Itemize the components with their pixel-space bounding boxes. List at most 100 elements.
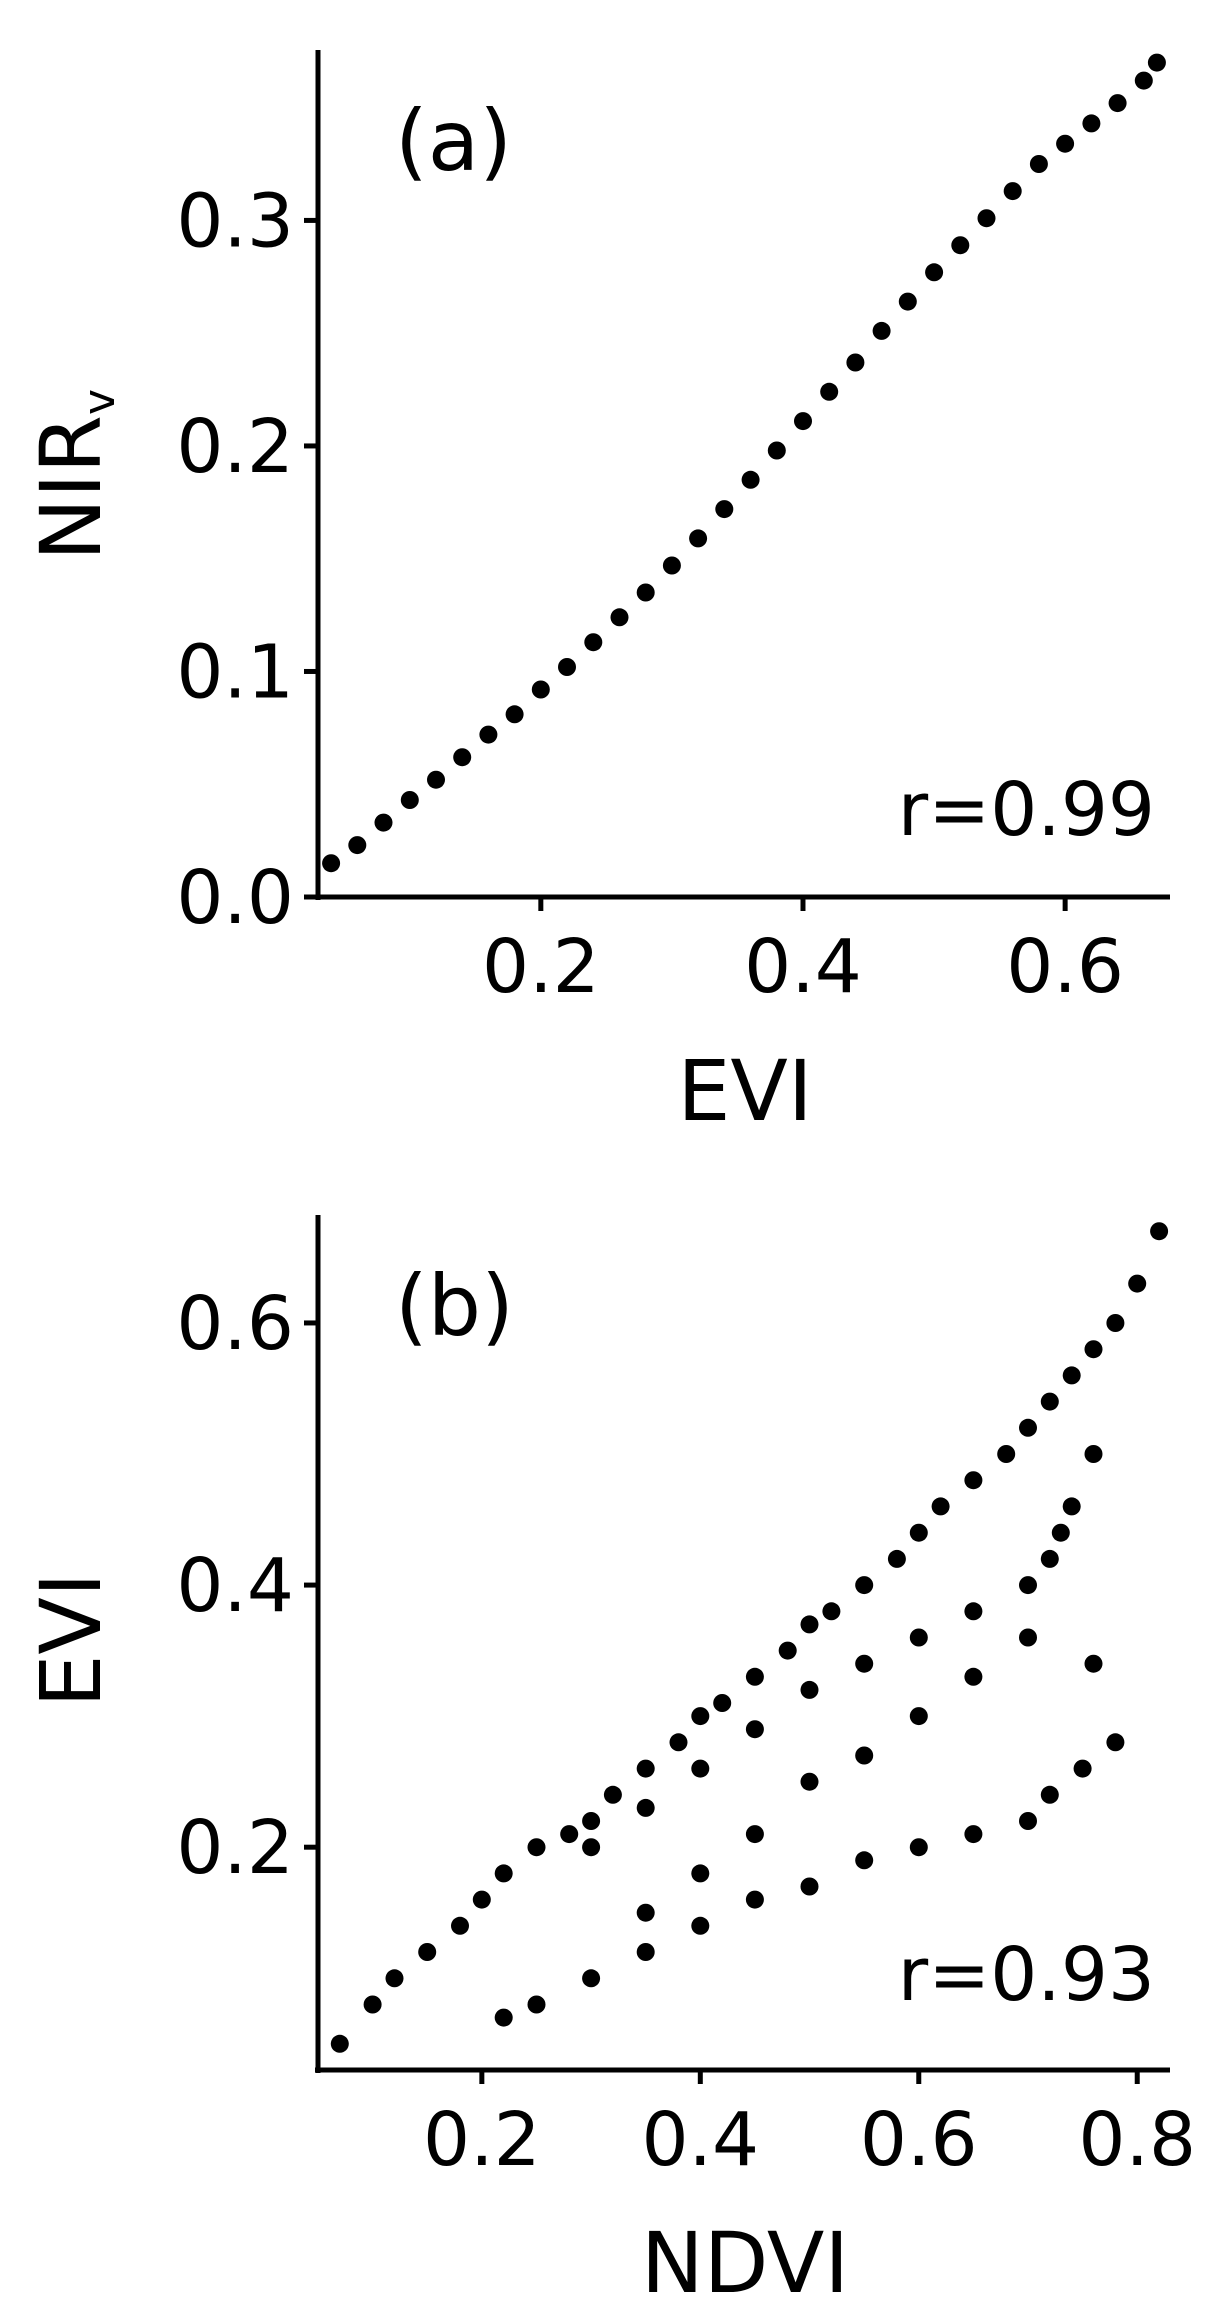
panel-a-data-point (453, 748, 472, 767)
panel-b-data-point (909, 1838, 928, 1857)
panel-a-data-point (715, 500, 734, 519)
panel-b-data-point (800, 1877, 819, 1896)
panel-b-data-point (636, 1759, 655, 1778)
panel-b: 0.2 0.4 0.6 0.2 0.4 0.6 0.8 (b) r=0.93 NDVI E… (22, 1215, 1196, 2304)
panel-b-data-point (855, 1576, 874, 1595)
panel-a-points (322, 53, 1166, 873)
panel-b-data-point (1128, 1274, 1147, 1293)
panel-b-data-point (964, 1471, 983, 1490)
panel-b-y-tick-label: 0.2 (176, 1805, 294, 1891)
panel-b-data-point (997, 1445, 1016, 1463)
panel-b-data-point (887, 1549, 906, 1568)
panel-b-data-point (560, 1825, 579, 1844)
panel-b-data-point (1084, 1340, 1103, 1359)
panel-a-data-point (1082, 114, 1101, 133)
panel-a-data-point (531, 680, 550, 699)
panel-b-label: (b) (395, 1257, 514, 1355)
panel-a-x-axis-label: EVI (677, 1042, 812, 1140)
panel-b-data-point (909, 1628, 928, 1647)
panel-b-data-point (582, 1969, 601, 1988)
panel-a-data-point (479, 725, 498, 744)
panel-b-data-point (527, 1838, 546, 1857)
panel-b-y-axis-label-group: EVI (22, 1572, 120, 1707)
panel-b-data-point (855, 1746, 874, 1765)
panel-b-data-point (385, 1969, 404, 1988)
panel-b-data-point (1040, 1392, 1059, 1411)
panel-b-data-point (691, 1864, 710, 1883)
panel-a-label: (a) (395, 92, 512, 190)
panel-b-data-point (1084, 1445, 1103, 1463)
panel-b-data-point (800, 1615, 819, 1634)
panel-b-data-point (691, 1759, 710, 1778)
panel-b-y-ticks: 0.2 0.4 0.6 (176, 1281, 318, 1891)
panel-b-data-point (1051, 1523, 1070, 1542)
panel-a-y-axis-label-group: NIRv (22, 389, 125, 561)
panel-a-data-point (951, 236, 970, 255)
panel-b-data-point (800, 1680, 819, 1699)
panel-b-x-ticks: 0.2 0.4 0.6 0.8 (423, 2070, 1196, 2183)
panel-b-data-point (745, 1667, 764, 1686)
panel-b-data-point (1019, 1812, 1037, 1830)
panel-b-y-tick-label: 0.6 (176, 1281, 294, 1367)
panel-a-data-point (794, 412, 812, 431)
panel-a-data-point (741, 470, 760, 489)
panel-b-data-point (1019, 1628, 1037, 1647)
panel-b-data-point (363, 1995, 382, 2014)
panel-a-data-point (1134, 71, 1153, 90)
panel-a-data-point (846, 353, 865, 372)
panel-b-data-point (472, 1890, 491, 1909)
panel-a-y-tick-label: 0.2 (176, 404, 294, 490)
panel-b-data-point (778, 1641, 797, 1660)
panel-b-data-point (964, 1602, 983, 1621)
panel-a-x-tick-label: 0.6 (1006, 924, 1124, 1010)
panel-b-data-point (418, 1943, 437, 1961)
panel-b-x-tick-label: 0.8 (1078, 2097, 1196, 2183)
panel-a-data-point (1147, 53, 1166, 72)
panel-b-data-point (691, 1707, 710, 1726)
panel-b-x-tick-label: 0.2 (423, 2097, 541, 2183)
panel-a-data-point (1003, 182, 1022, 201)
panel-b-data-point (1106, 1314, 1125, 1332)
panel-b-data-point (669, 1733, 688, 1752)
panel-b-data-point (964, 1667, 983, 1686)
panel-b-data-point (855, 1654, 874, 1673)
panel-b-x-tick-label: 0.4 (641, 2097, 759, 2183)
panel-a-data-point (505, 705, 524, 724)
panel-a-x-tick-label: 0.4 (744, 924, 862, 1010)
panel-b-data-point (745, 1825, 764, 1844)
panel-b-data-point (1150, 1222, 1169, 1241)
panel-b-data-point (1062, 1366, 1081, 1385)
panel-a-data-point (636, 583, 655, 602)
panel-b-data-point (494, 2008, 513, 2027)
panel-b-data-point (1019, 1576, 1037, 1595)
panel-a-y-axis-label-main: NIR (22, 415, 120, 561)
panel-a-y-tick-label: 0.1 (176, 629, 294, 715)
panel-b-data-point (494, 1864, 513, 1883)
panel-a-data-point (322, 854, 341, 873)
panel-b-data-point (1084, 1654, 1103, 1673)
panel-a-data-point (977, 209, 996, 228)
panel-b-data-point (636, 1903, 655, 1922)
panel-a-data-point (1108, 94, 1127, 113)
panel-a-y-axis-label-subscript: v (74, 389, 125, 415)
panel-a-data-point (898, 292, 917, 311)
panel-b-data-point (909, 1523, 928, 1542)
panel-b-data-point (1073, 1759, 1092, 1778)
panel-a-data-point (767, 441, 786, 460)
panel-a-data-point (1056, 134, 1075, 153)
panel-b-data-point (527, 1995, 546, 2014)
panel-a-data-point (348, 836, 367, 855)
panel-b-data-point (745, 1890, 764, 1909)
panel-a-data-point (925, 263, 944, 282)
panel-b-data-point (931, 1497, 950, 1516)
panel-a-data-point (662, 556, 681, 575)
panel-b-data-point (636, 1943, 655, 1961)
panel-a-x-ticks: 0.2 0.4 0.6 (482, 897, 1124, 1010)
panel-a-data-point (689, 529, 708, 548)
panel-b-data-point (636, 1798, 655, 1817)
panel-b-y-axis-label: EVI (22, 1572, 120, 1707)
panel-a-data-point (872, 321, 891, 340)
panel-b-data-point (691, 1916, 710, 1935)
panel-b-data-point (1019, 1418, 1037, 1437)
panel-b-x-axis-label: NDVI (641, 2214, 849, 2304)
